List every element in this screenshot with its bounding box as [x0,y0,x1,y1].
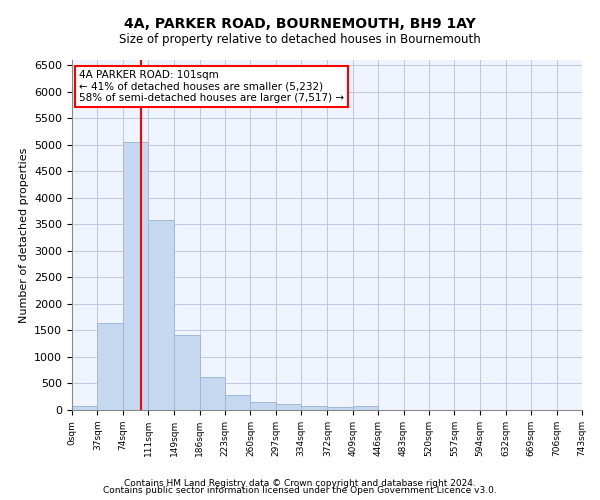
Bar [72,406,97,410]
Bar [174,335,200,410]
Text: Size of property relative to detached houses in Bournemouth: Size of property relative to detached ho… [119,32,481,46]
Bar [123,142,148,410]
Bar [200,378,225,410]
Bar [353,406,378,410]
Text: 4A PARKER ROAD: 101sqm
← 41% of detached houses are smaller (5,232)
58% of semi-: 4A PARKER ROAD: 101sqm ← 41% of detached… [79,70,344,103]
Y-axis label: Number of detached properties: Number of detached properties [19,148,29,322]
Bar [225,394,250,410]
Bar [301,406,328,410]
Bar [250,402,276,410]
Bar [276,404,301,410]
Text: Contains HM Land Registry data © Crown copyright and database right 2024.: Contains HM Land Registry data © Crown c… [124,478,476,488]
Text: Contains public sector information licensed under the Open Government Licence v3: Contains public sector information licen… [103,486,497,495]
Text: 4A, PARKER ROAD, BOURNEMOUTH, BH9 1AY: 4A, PARKER ROAD, BOURNEMOUTH, BH9 1AY [124,18,476,32]
Bar [148,220,174,410]
Bar [97,323,123,410]
Bar [328,407,353,410]
